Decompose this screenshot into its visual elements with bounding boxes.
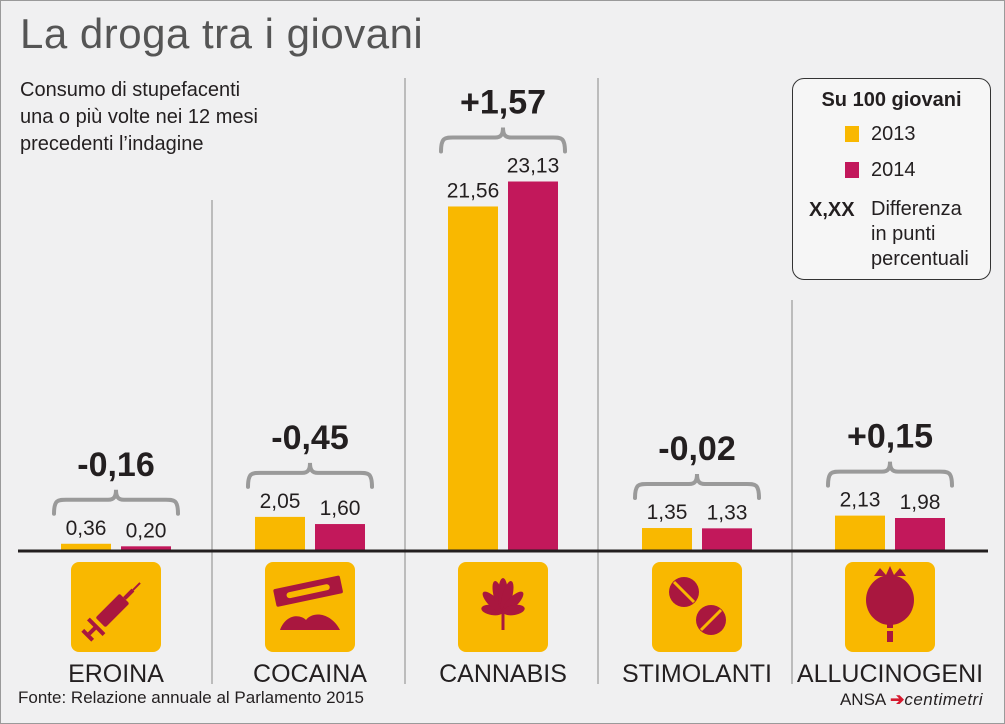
legend: Su 100 giovani 2013 2014 X,XX Differenza… [792, 78, 991, 280]
bar-2013-allucinogeni [835, 515, 885, 550]
data-label: 21,56 [447, 179, 500, 202]
data-label: 2,13 [840, 489, 881, 512]
subtitle-line-3: precedenti l’indagine [20, 133, 204, 155]
data-label: 1,33 [707, 501, 748, 524]
source-note: Fonte: Relazione annuale al Parlamento 2… [18, 688, 364, 707]
legend-swatch-2013 [845, 126, 859, 142]
bracket [633, 473, 761, 501]
legend-description-line-3: percentuali [871, 248, 969, 270]
category-label: CANNABIS [439, 660, 567, 688]
category-label: COCAINA [253, 660, 367, 688]
bracket [826, 461, 954, 488]
bar-2014-cocaina [315, 524, 365, 550]
bracket [52, 489, 180, 516]
legend-label-2013: 2013 [871, 123, 916, 145]
data-label: 0,36 [66, 517, 107, 540]
brand-name: centimetri [904, 690, 983, 709]
legend-symbol: X,XX [809, 199, 855, 221]
bracket [246, 462, 374, 489]
razor-blade-icon [265, 562, 355, 652]
pills-glyph [669, 577, 726, 635]
difference-label: +1,57 [460, 84, 546, 122]
category-label: ALLUCINOGENI [797, 660, 983, 688]
subtitle-line-2: una o più volte nei 12 mesi [20, 106, 258, 128]
legend-label-2014: 2014 [871, 159, 916, 181]
subtitle-line-1: Consumo di stupefacenti [20, 79, 241, 101]
bar-2013-cocaina [255, 516, 305, 550]
data-label: 1,35 [647, 501, 688, 524]
brand-arrow-icon: ➔ [890, 690, 905, 709]
difference-label: +0,15 [847, 418, 933, 456]
legend-header: Su 100 giovani [821, 89, 962, 111]
data-label: 1,98 [900, 491, 941, 514]
bar-2014-eroina [121, 546, 171, 550]
razor-blade-glyph [273, 575, 343, 630]
pills-icon [652, 562, 742, 652]
difference-label: -0,45 [271, 419, 349, 457]
data-label: 1,60 [320, 497, 361, 520]
data-label: 23,13 [507, 155, 560, 178]
bar-2013-stimolanti [642, 528, 692, 550]
brand-agency: ANSA [839, 690, 886, 709]
legend-description-line-2: in punti [871, 223, 936, 245]
poppy-glyph [866, 566, 914, 642]
bracket [439, 127, 567, 154]
syringe-glyph [81, 582, 141, 642]
data-label: 2,05 [260, 490, 301, 513]
category-label: EROINA [68, 660, 164, 688]
bar-2013-eroina [61, 543, 111, 550]
bar-2014-allucinogeni [895, 517, 945, 550]
cannabis-leaf-glyph [481, 578, 525, 630]
legend-description-line-1: Differenza [871, 198, 962, 220]
legend-swatch-2014 [845, 162, 859, 178]
brand-logo: ANSA ➔centimetri [840, 690, 983, 710]
data-label: 0,20 [126, 519, 167, 542]
legend-description: Differenza in punti percentuali [871, 197, 981, 272]
chart-title: La droga tra i giovani [20, 10, 424, 57]
bar-2013-cannabis [448, 206, 498, 550]
chart-subtitle: Consumo di stupefacenti una o più volte … [20, 77, 320, 158]
difference-label: -0,02 [658, 430, 736, 468]
category-label: STIMOLANTI [622, 660, 772, 688]
difference-label: -0,16 [77, 446, 155, 484]
bar-2014-stimolanti [702, 528, 752, 550]
bar-2014-cannabis [508, 181, 558, 550]
